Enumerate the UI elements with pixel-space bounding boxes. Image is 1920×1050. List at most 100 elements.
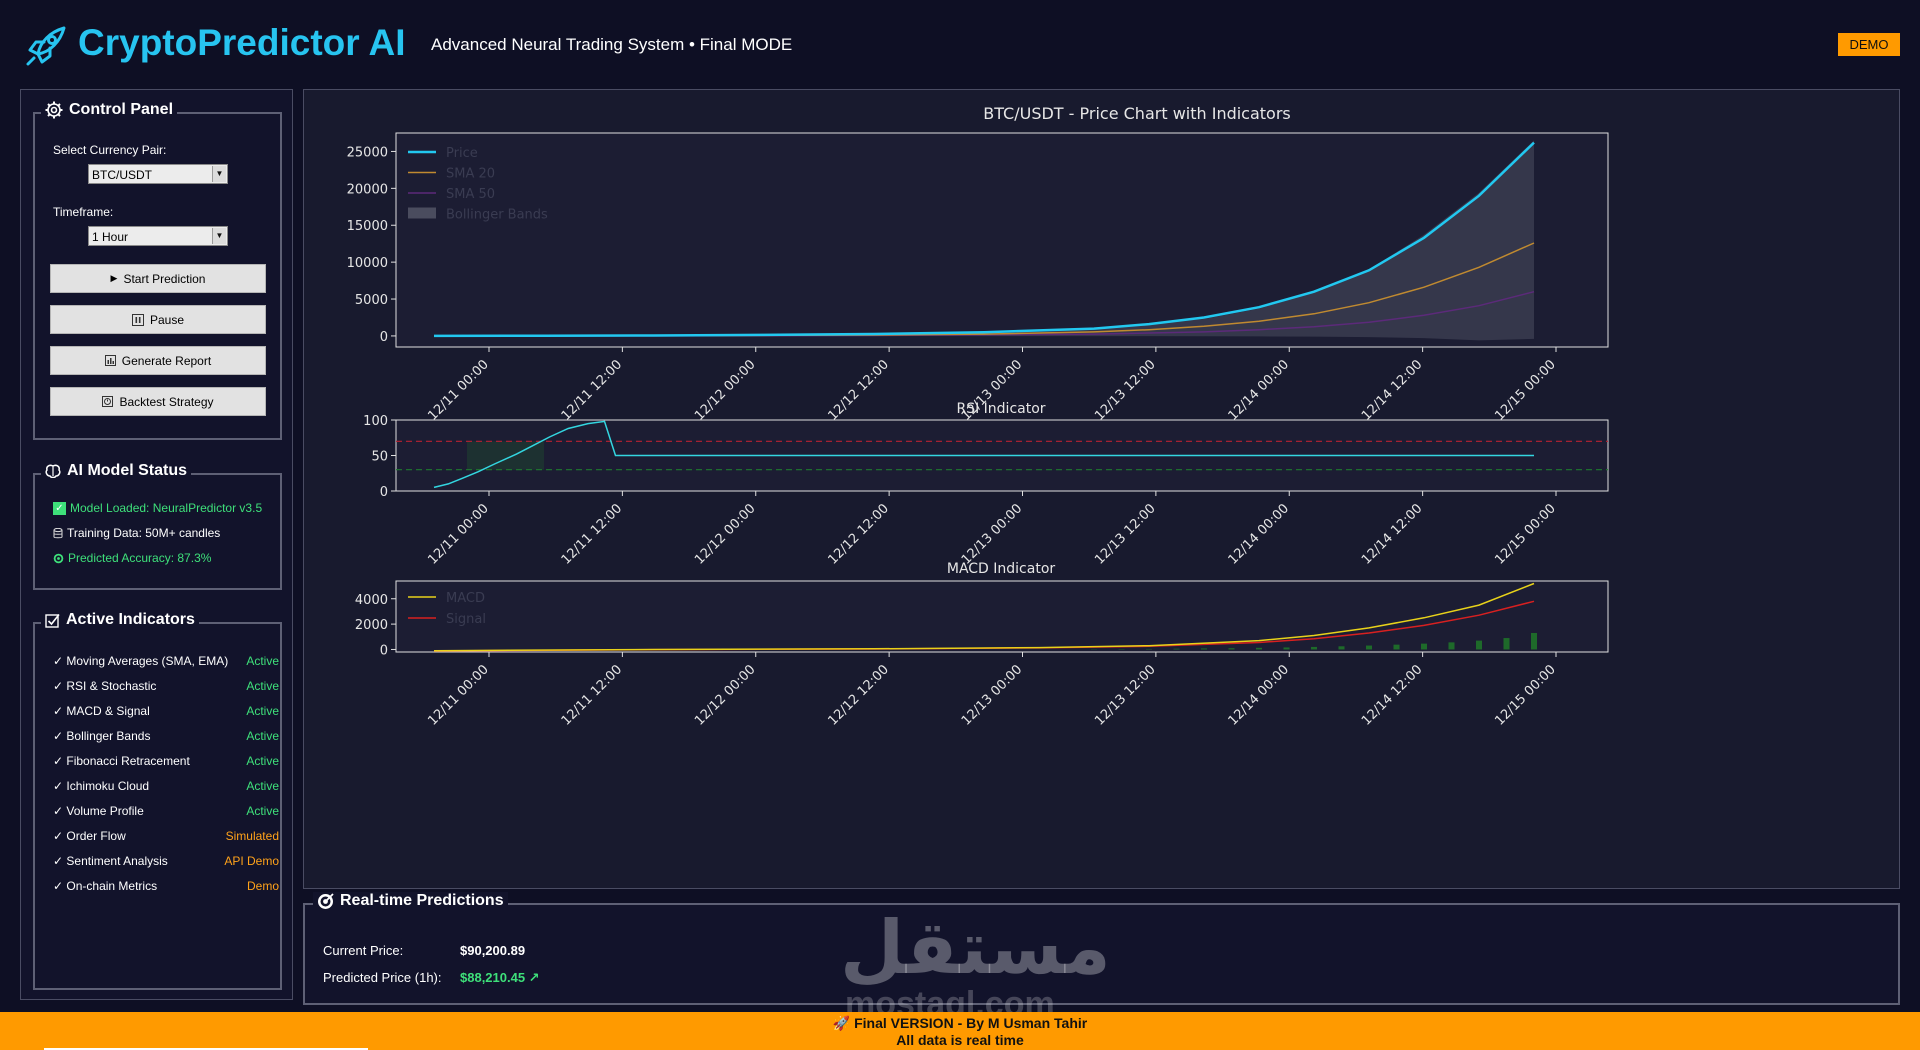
indicator-name: ✓ On-chain Metrics bbox=[53, 879, 158, 893]
legend-swatch bbox=[408, 207, 436, 219]
indicator-row: ✓ Order Flow Simulated bbox=[53, 829, 279, 843]
macd-chart-legend: MACD Signal bbox=[408, 591, 486, 627]
chevron-down-icon[interactable]: ▼ bbox=[212, 166, 226, 182]
indicator-status: Active bbox=[246, 704, 279, 718]
pair-label: Select Currency Pair: bbox=[53, 143, 167, 157]
footer-credit: 🚀 Final VERSION - By M Usman Tahir bbox=[832, 1015, 1088, 1031]
timeframe-label: Timeframe: bbox=[53, 205, 114, 219]
indicator-name: ✓ Moving Averages (SMA, EMA) bbox=[53, 654, 229, 668]
accuracy-status: Predicted Accuracy: 87.3% bbox=[53, 551, 211, 565]
x-tick-label: 12/13 12:00 bbox=[1092, 501, 1159, 568]
rsi-line bbox=[433, 420, 1534, 489]
x-tick-label: 12/13 12:00 bbox=[1092, 662, 1159, 729]
y-tick-label: 2000 bbox=[355, 618, 388, 633]
timeframe-select[interactable]: 1 Hour ▼ bbox=[88, 226, 228, 246]
macd-histogram-bar bbox=[1448, 642, 1455, 650]
x-tick-label: 12/14 12:00 bbox=[1359, 357, 1426, 424]
y-tick-label: 50 bbox=[371, 450, 388, 465]
x-tick-label: 12/13 12:00 bbox=[1092, 357, 1159, 424]
start-prediction-button[interactable]: ▶ Start Prediction bbox=[50, 264, 266, 293]
pair-select[interactable]: BTC/USDT ▼ bbox=[88, 164, 228, 184]
gear-icon bbox=[45, 101, 63, 119]
pause-button[interactable]: Pause bbox=[50, 305, 266, 334]
legend-label: Bollinger Bands bbox=[446, 208, 548, 223]
macd-histogram-bar bbox=[1476, 640, 1482, 650]
macd-histogram-bar bbox=[1503, 638, 1510, 650]
footer-note: All data is real time bbox=[896, 1032, 1024, 1048]
indicator-name: ✓ Ichimoku Cloud bbox=[53, 779, 150, 793]
accuracy-text: Predicted Accuracy: 87.3% bbox=[68, 551, 212, 565]
indicator-status: Active bbox=[246, 754, 279, 768]
active-indicators-title: Active Indicators bbox=[41, 611, 199, 629]
y-tick-label: 0 bbox=[380, 485, 388, 500]
y-tick-label: 25000 bbox=[347, 145, 388, 160]
bar-chart-icon bbox=[104, 355, 116, 366]
x-tick-label: 12/11 00:00 bbox=[425, 501, 492, 568]
database-icon bbox=[53, 527, 63, 538]
x-tick-label: 12/14 00:00 bbox=[1226, 357, 1293, 424]
x-tick-label: 12/12 00:00 bbox=[692, 357, 759, 424]
macd-histogram-bar bbox=[1228, 648, 1235, 650]
x-tick-label: 12/12 12:00 bbox=[825, 501, 892, 568]
training-data-text: Training Data: 50M+ candles bbox=[67, 526, 221, 540]
indicator-row: ✓ Ichimoku Cloud Active bbox=[53, 779, 279, 793]
y-tick-label: 0 bbox=[380, 330, 388, 345]
x-tick-label: 12/15 00:00 bbox=[1492, 357, 1559, 424]
indicator-row: ✓ Moving Averages (SMA, EMA) Active bbox=[53, 654, 279, 668]
play-icon: ▶ bbox=[110, 273, 118, 283]
legend-label: SMA 20 bbox=[446, 167, 495, 182]
control-panel-title: Control Panel bbox=[41, 101, 178, 119]
x-tick-label: 12/11 00:00 bbox=[425, 662, 492, 729]
macd-line bbox=[433, 582, 1535, 652]
macd-histogram-bar bbox=[1283, 647, 1290, 650]
progress-bar bbox=[44, 1048, 368, 1050]
predicted-price-label: Predicted Price (1h): bbox=[323, 970, 442, 985]
macd-chart-plot-area bbox=[395, 580, 1609, 653]
footer: 🚀 Final VERSION - By M Usman Tahir All d… bbox=[0, 1012, 1920, 1050]
y-tick-label: 15000 bbox=[347, 219, 388, 234]
generate-report-button[interactable]: Generate Report bbox=[50, 346, 266, 375]
indicator-status: Active bbox=[246, 729, 279, 743]
x-tick-label: 12/11 12:00 bbox=[559, 357, 626, 424]
y-tick-label: 20000 bbox=[347, 182, 388, 197]
current-price-value: $90,200.89 bbox=[460, 943, 526, 958]
x-tick-label: 12/11 00:00 bbox=[425, 357, 492, 424]
indicator-row: ✓ Fibonacci Retracement Active bbox=[53, 754, 279, 768]
x-tick-label: 12/15 00:00 bbox=[1492, 662, 1559, 729]
macd-histogram-bar bbox=[1531, 632, 1537, 650]
indicator-name: ✓ Sentiment Analysis bbox=[53, 854, 168, 868]
indicator-name: ✓ Fibonacci Retracement bbox=[53, 754, 190, 768]
y-tick-label: 10000 bbox=[347, 256, 388, 271]
x-tick-label: 12/14 12:00 bbox=[1359, 501, 1426, 568]
macd-histogram-bar bbox=[1201, 648, 1207, 650]
brain-icon bbox=[45, 464, 61, 478]
checkbox-icon bbox=[45, 613, 60, 628]
active-indicators-label: Active Indicators bbox=[66, 611, 195, 628]
macd-chart-title: MACD Indicator bbox=[947, 561, 1056, 577]
indicator-name: ✓ Bollinger Bands bbox=[53, 729, 151, 743]
chart-panel: BTC/USDT - Price Chart with Indicators 0… bbox=[303, 89, 1900, 889]
main-chart-legend: Price SMA 20 SMA 50 Bollinger Bands bbox=[408, 146, 548, 223]
chevron-down-icon[interactable]: ▼ bbox=[212, 228, 226, 244]
backtest-strategy-label: Backtest Strategy bbox=[119, 394, 214, 409]
indicator-row: ✓ On-chain Metrics Demo bbox=[53, 879, 279, 893]
predictions-label: Real-time Predictions bbox=[340, 892, 504, 909]
rocket-icon bbox=[26, 26, 66, 66]
training-data-status: Training Data: 50M+ candles bbox=[53, 526, 220, 540]
macd-histogram-bar bbox=[1393, 644, 1400, 650]
control-panel-label: Control Panel bbox=[69, 101, 174, 118]
backtest-strategy-button[interactable]: Backtest Strategy bbox=[50, 387, 266, 416]
x-tick-label: 12/15 00:00 bbox=[1492, 501, 1559, 568]
y-tick-label: 5000 bbox=[355, 293, 388, 308]
macd-histogram-bar bbox=[1311, 646, 1317, 650]
model-status-title: AI Model Status bbox=[41, 462, 192, 480]
model-status-label: AI Model Status bbox=[67, 462, 188, 479]
indicator-row: ✓ MACD & Signal Active bbox=[53, 704, 279, 718]
y-tick-label: 100 bbox=[363, 414, 388, 429]
app-header: CryptoPredictor AI Advanced Neural Tradi… bbox=[0, 0, 1920, 86]
x-tick-label: 12/12 00:00 bbox=[692, 662, 759, 729]
main-chart-title: BTC/USDT - Price Chart with Indicators bbox=[983, 104, 1291, 123]
active-indicators-group: Active Indicators ✓ Moving Averages (SMA… bbox=[33, 611, 282, 990]
indicator-status: Active bbox=[246, 804, 279, 818]
generate-report-label: Generate Report bbox=[121, 353, 212, 368]
